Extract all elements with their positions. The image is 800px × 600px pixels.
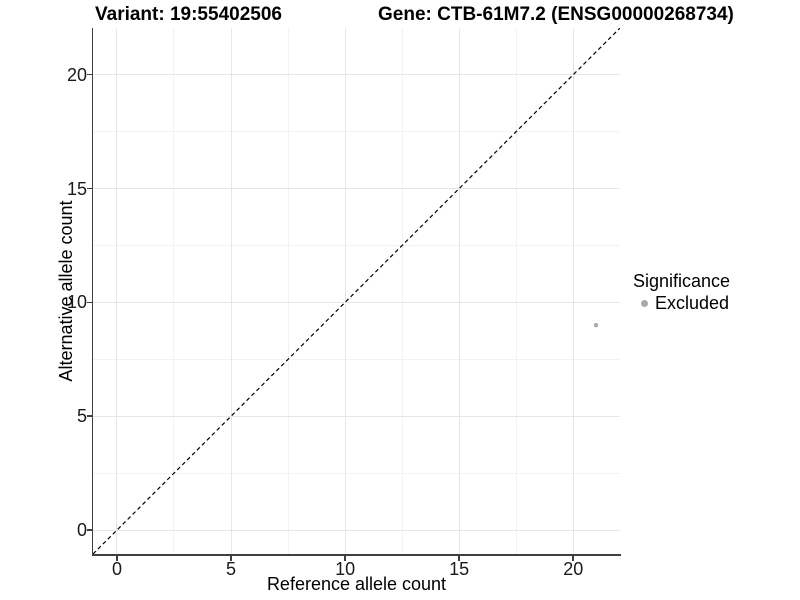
gridline-y-major [93,301,620,303]
gridline-x-major [344,28,346,554]
gridline-x-major [116,28,118,554]
x-tick-mark [458,555,460,561]
y-tick-mark [86,301,92,304]
x-axis-line [91,554,621,556]
gridline-x-minor [515,28,517,554]
legend-item-excluded: Excluded [633,292,730,314]
legend-key-excluded-dot-icon [641,300,648,307]
y-axis-title: Alternative allele count [56,200,76,382]
gridline-y-minor [93,472,620,474]
x-tick-label: 0 [111,559,122,579]
gridline-y-minor [93,358,620,360]
x-tick-label: 20 [563,559,584,579]
gridline-y-major [93,415,620,417]
y-axis-line [91,28,93,556]
y-tick-label: 0 [76,520,87,541]
gridline-x-major [572,28,574,554]
gridline-y-major [93,188,620,190]
y-tick-label: 5 [76,406,87,427]
gridline-x-minor [401,28,403,554]
gridline-y-major [93,74,620,76]
legend: Significance Excluded [633,270,730,314]
y-tick-mark [86,415,92,417]
gridline-x-minor [287,28,289,554]
y-tick-mark [86,73,92,76]
y-tick-label: 20 [66,64,87,85]
x-tick-label: 5 [226,559,237,579]
gridline-y-major [93,529,620,531]
x-tick-mark [344,555,346,561]
data-point-excluded [593,322,599,328]
plot-title-variant: Variant: 19:55402506 [95,4,282,25]
y-tick-mark [86,187,92,190]
legend-title: Significance [633,271,731,291]
x-tick-label: 15 [449,559,470,579]
identity-dashed-line [93,28,620,554]
gridline-y-minor [93,131,620,133]
y-tick-mark [86,529,92,531]
x-tick-mark [116,555,118,561]
y-tick-label: 15 [66,178,87,199]
gridline-x-major [230,28,232,554]
gridline-y-minor [93,244,620,246]
x-tick-label: 10 [335,559,356,579]
gridline-x-minor [173,28,175,554]
legend-item-label: Excluded [655,293,730,313]
gridline-x-major [458,28,460,554]
x-axis-title: Reference allele count [266,574,447,594]
plot-panel [93,28,620,554]
x-tick-mark [572,555,574,561]
x-tick-mark [230,555,232,561]
y-tick-label: 10 [66,292,87,313]
plot-title-gene: Gene: CTB-61M7.2 (ENSG00000268734) [378,4,734,25]
